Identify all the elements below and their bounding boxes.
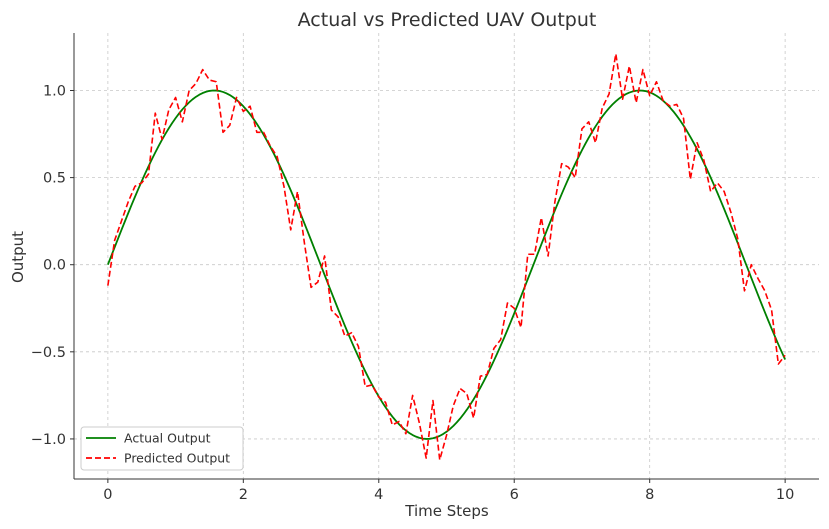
legend-label-actual: Actual Output [124, 431, 211, 446]
chart-title: Actual vs Predicted UAV Output [298, 9, 597, 31]
legend-label-predicted: Predicted Output [124, 451, 230, 466]
series-line-predicted [107, 53, 786, 461]
grid-lines [74, 33, 819, 479]
y-tick-label: −1.0 [31, 432, 66, 448]
x-tick-label: 4 [374, 487, 383, 503]
legend: Actual Output Predicted Output [80, 426, 244, 471]
series-layer [107, 53, 786, 461]
y-tick-label: 0.5 [43, 171, 66, 187]
x-tick-label: 8 [645, 487, 654, 503]
y-tick-label: 1.0 [43, 83, 66, 99]
x-tick-label: 0 [103, 487, 112, 503]
y-tick-label: −0.5 [31, 345, 66, 361]
x-tick-label: 10 [776, 487, 794, 503]
x-axis-label: Time Steps [404, 502, 489, 520]
tick-labels: 0 2 4 6 8 10 −1.0 −0.5 0.0 0.5 1.0 [31, 83, 795, 503]
x-tick-label: 2 [239, 487, 248, 503]
axes [70, 33, 819, 483]
legend-box [80, 426, 244, 471]
y-axis-label: Output [9, 231, 27, 283]
x-tick-label: 6 [510, 487, 519, 503]
y-tick-label: 0.0 [43, 258, 66, 274]
series-line-actual [107, 89, 786, 440]
